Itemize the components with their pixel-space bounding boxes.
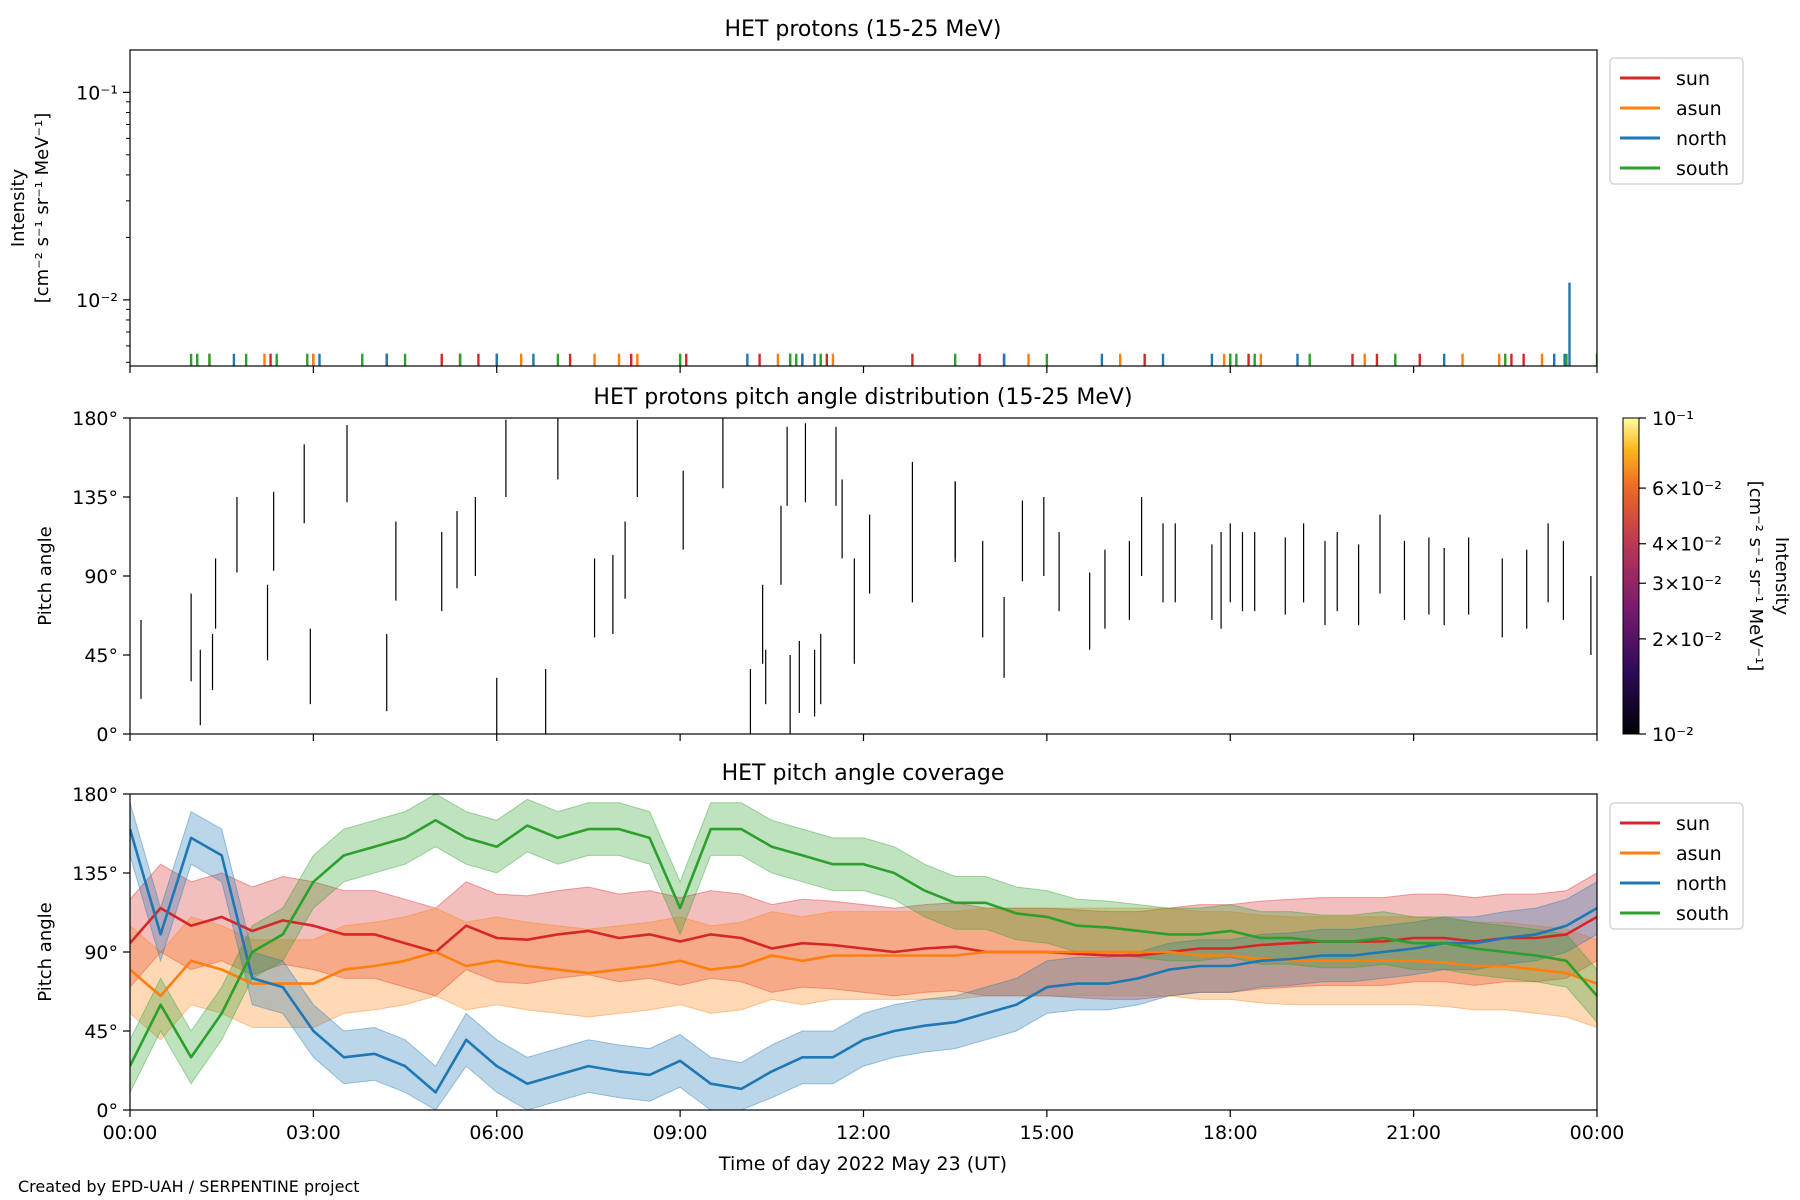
panel1-ylabel-line2: [cm⁻² s⁻¹ sr⁻¹ MeV⁻¹] <box>32 113 53 304</box>
legend-label-sun: sun <box>1676 813 1710 835</box>
legend-label-sun: sun <box>1676 68 1710 90</box>
xtick-label: 18:00 <box>1203 1122 1258 1144</box>
line-asun <box>130 950 1597 998</box>
xtick-label: 15:00 <box>1019 1122 1074 1144</box>
panel2-marks <box>140 418 1592 734</box>
ytick-label: 135° <box>72 487 118 509</box>
colorbar-tick-label: 3×10⁻² <box>1652 573 1722 595</box>
panel1-ylabel-line1: Intensity <box>8 168 29 247</box>
line-north <box>130 828 1597 1094</box>
xtick-label: 00:00 <box>103 1122 158 1144</box>
colorbar <box>1622 417 1640 735</box>
ytick-label: 45° <box>84 645 118 667</box>
xtick-label: 03:00 <box>286 1122 341 1144</box>
ytick-label: 135° <box>72 863 118 885</box>
ytick-label: 180° <box>72 784 118 806</box>
xtick-label: 00:00 <box>1570 1122 1625 1144</box>
legend-panel1: sun asun north south <box>1609 57 1744 185</box>
ytick-label: 0° <box>96 1100 118 1122</box>
panel-pitch-angle-coverage: HET pitch angle coverage 00:00 03:00 06:00… <box>35 761 1744 1175</box>
panel2-ylabel: Pitch angle <box>35 526 56 625</box>
colorbar-label-line1: Intensity <box>1771 537 1792 616</box>
ytick-label: 90° <box>84 942 118 964</box>
xtick-label: 12:00 <box>836 1122 891 1144</box>
panel3-ylabel: Pitch angle <box>35 902 56 1001</box>
colorbar-tick-label: 4×10⁻² <box>1652 534 1722 556</box>
panel3-title: HET pitch angle coverage <box>722 761 1005 786</box>
colorbar-tick-label: 10⁻² <box>1652 724 1694 746</box>
ytick-label: 180° <box>72 408 118 430</box>
panel1-marks <box>189 282 1597 366</box>
ytick-label: 0° <box>96 724 118 746</box>
xtick-label: 06:00 <box>469 1122 524 1144</box>
panel2-title: HET protons pitch angle distribution (15… <box>593 385 1132 410</box>
colorbar-tick-label: 6×10⁻² <box>1652 478 1722 500</box>
colorbar-axes: 10⁻² 2×10⁻² 3×10⁻² 4×10⁻² 6×10⁻² 10⁻¹ <box>1639 408 1722 746</box>
ytick-label: 90° <box>84 566 118 588</box>
panel2-frame <box>129 417 1598 735</box>
legend-label-asun: asun <box>1676 843 1722 865</box>
panel2-axes: 0° 45° 90° 135° 180° <box>72 408 1598 746</box>
legend-panel3: sun asun north south <box>1609 802 1744 930</box>
panel-intensity: HET protons (15-25 MeV) 10⁻² 10⁻¹ Intensi… <box>8 17 1744 373</box>
panel-pitch-angle-distribution: HET protons pitch angle distribution (15… <box>35 385 1792 746</box>
ytick-label: 10⁻¹ <box>76 82 118 104</box>
ytick-label: 45° <box>84 1021 118 1043</box>
legend-box <box>1609 57 1744 185</box>
ytick-label: 10⁻² <box>76 290 118 312</box>
legend-label-north: north <box>1676 128 1727 150</box>
legend-label-south: south <box>1676 903 1729 925</box>
line-south <box>130 819 1597 1067</box>
colorbar-label-line2: [cm⁻² s⁻¹ sr⁻¹ MeV⁻¹] <box>1745 481 1766 672</box>
xtick-label: 21:00 <box>1386 1122 1441 1144</box>
band-south <box>130 794 1597 1093</box>
colorbar-tick-label: 2×10⁻² <box>1652 629 1722 651</box>
panel1-frame <box>129 49 1598 367</box>
colorbar-tick-label: 10⁻¹ <box>1652 408 1694 430</box>
panel3-xlabel: Time of day 2022 May 23 (UT) <box>718 1153 1007 1175</box>
panel1-axes: 10⁻² 10⁻¹ <box>76 82 1598 373</box>
xtick-label: 09:00 <box>653 1122 708 1144</box>
band-asun <box>130 907 1597 1041</box>
panel3-axes: 00:00 03:00 06:00 09:00 12:00 15:00 18:00 21:00… <box>72 784 1624 1144</box>
legend-box <box>1609 802 1744 930</box>
legend-label-asun: asun <box>1676 98 1722 120</box>
panel3-marks <box>130 794 1597 1110</box>
legend-label-south: south <box>1676 158 1729 180</box>
legend-label-north: north <box>1676 873 1727 895</box>
credit-text: Created by EPD-UAH / SERPENTINE project <box>18 1177 360 1196</box>
panel1-title: HET protons (15-25 MeV) <box>725 17 1002 42</box>
